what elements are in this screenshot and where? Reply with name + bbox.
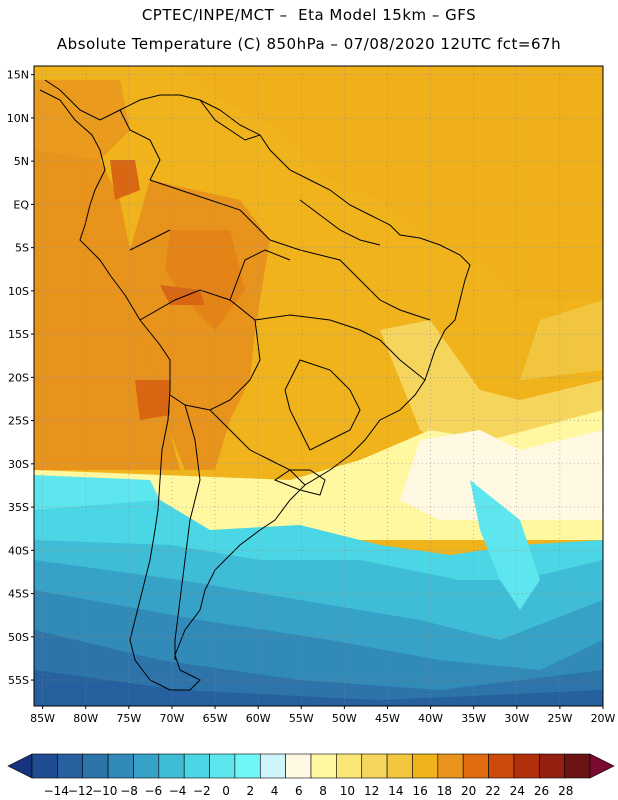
colorbar-swatch xyxy=(82,753,109,779)
colorbar-label: 20 xyxy=(461,784,476,798)
colorbar-swatch xyxy=(513,753,540,779)
map-frame xyxy=(33,65,604,707)
lat-tick-label: 10S xyxy=(8,285,29,298)
colorbar-label: 10 xyxy=(340,784,355,798)
lat-tick-label: 20S xyxy=(8,371,29,384)
colorbar-label: 14 xyxy=(388,784,403,798)
colorbar-label: −12 xyxy=(68,784,93,798)
lon-tick-label: 50W xyxy=(332,712,357,725)
colorbar-swatch xyxy=(107,753,134,779)
lat-tick-label: 40S xyxy=(8,544,29,557)
lat-tick-label: 50S xyxy=(8,631,29,644)
colorbar-label: 24 xyxy=(510,784,525,798)
lon-tick-label: 80W xyxy=(73,712,98,725)
colorbar-label: 12 xyxy=(364,784,379,798)
lat-tick-label: 5N xyxy=(14,155,29,168)
lon-tick-label: 60W xyxy=(246,712,271,725)
colorbar-swatch xyxy=(133,753,160,779)
coastlines xyxy=(39,79,471,691)
temperature-field xyxy=(34,66,603,706)
colorbar-right-arrow xyxy=(589,753,615,779)
lon-tick-label: 75W xyxy=(116,712,141,725)
colorbar-swatch xyxy=(412,753,439,779)
lon-tick-label: 30W xyxy=(504,712,529,725)
colorbar-label: 4 xyxy=(271,784,279,798)
colorbar-label: 22 xyxy=(485,784,500,798)
colorbar-label: 2 xyxy=(247,784,255,798)
colorbar-swatch xyxy=(57,753,84,779)
colorbar-swatch xyxy=(361,753,388,779)
lon-tick-label: 20W xyxy=(591,712,616,725)
map-title: CPTEC/INPE/MCT – Eta Model 15km – GFS xyxy=(141,6,477,24)
colorbar-swatch xyxy=(462,753,489,779)
colorbar-label: −2 xyxy=(193,784,211,798)
map-subtitle: Absolute Temperature (C) 850hPa – 07/08/… xyxy=(56,35,562,53)
lon-tick-label: 25W xyxy=(547,712,572,725)
lat-tick-label: 55S xyxy=(8,674,29,687)
lon-tick-label: 45W xyxy=(375,712,400,725)
colorbar-label: 26 xyxy=(534,784,549,798)
colorbar-swatch xyxy=(437,753,464,779)
colorbar-swatch xyxy=(31,753,58,779)
lat-tick-label: 30S xyxy=(8,458,29,471)
lon-tick-label: 35W xyxy=(461,712,486,725)
lat-tick-label: 15S xyxy=(8,328,29,341)
colorbar-swatch xyxy=(564,753,591,779)
colorbar-swatch xyxy=(386,753,413,779)
colorbar-label: −4 xyxy=(169,784,187,798)
lon-tick-label: 40W xyxy=(418,712,443,725)
colorbar-swatch xyxy=(158,753,185,779)
colorbar-label: 28 xyxy=(558,784,573,798)
lat-tick-label: 10N xyxy=(7,112,29,125)
colorbar-swatch xyxy=(234,753,261,779)
lat-tick-label: 45S xyxy=(8,588,29,601)
lat-tick-label: 25S xyxy=(8,415,29,428)
colorbar-swatch xyxy=(285,753,312,779)
colorbar-swatch xyxy=(259,753,286,779)
lon-tick-label: 70W xyxy=(160,712,185,725)
lat-tick-label: 15N xyxy=(7,69,29,82)
lon-tick-label: 55W xyxy=(289,712,314,725)
colorbar-swatch xyxy=(310,753,337,779)
colorbar-label: −10 xyxy=(92,784,117,798)
lon-tick-label: 85W xyxy=(30,712,55,725)
colorbar-label: 16 xyxy=(413,784,428,798)
lat-tick-label: 5S xyxy=(15,242,29,255)
colorbar-label: 6 xyxy=(295,784,303,798)
colorbar-swatch xyxy=(183,753,210,779)
lat-tick-label: EQ xyxy=(13,198,29,211)
colorbar-label: −6 xyxy=(144,784,162,798)
colorbar: −14−12−10 −8 −6 −4 −2 0 2 4 6 8 10 12 14 16 18 20 22 24 26… xyxy=(7,753,615,798)
latitude-axis: 15N 10N 5N EQ 5S 10S 15S 20S 25S 30S 35S 40S 45S 50S 5… xyxy=(7,69,34,687)
colorbar-swatch xyxy=(209,753,236,779)
lat-tick-label: 35S xyxy=(8,501,29,514)
colorbar-swatch xyxy=(336,753,363,779)
colorbar-label: 8 xyxy=(319,784,327,798)
colorbar-left-arrow xyxy=(7,753,33,779)
lon-tick-label: 65W xyxy=(203,712,228,725)
colorbar-label: −8 xyxy=(120,784,138,798)
colorbar-label: 18 xyxy=(437,784,452,798)
colorbar-label: 0 xyxy=(222,784,230,798)
colorbar-swatch xyxy=(488,753,515,779)
colorbar-swatch xyxy=(538,753,565,779)
longitude-axis: 85W 80W 75W 70W 65W 60W 55W 50W 45W 40W 35W 30W 25W 2… xyxy=(30,706,616,725)
colorbar-label: −14 xyxy=(44,784,69,798)
